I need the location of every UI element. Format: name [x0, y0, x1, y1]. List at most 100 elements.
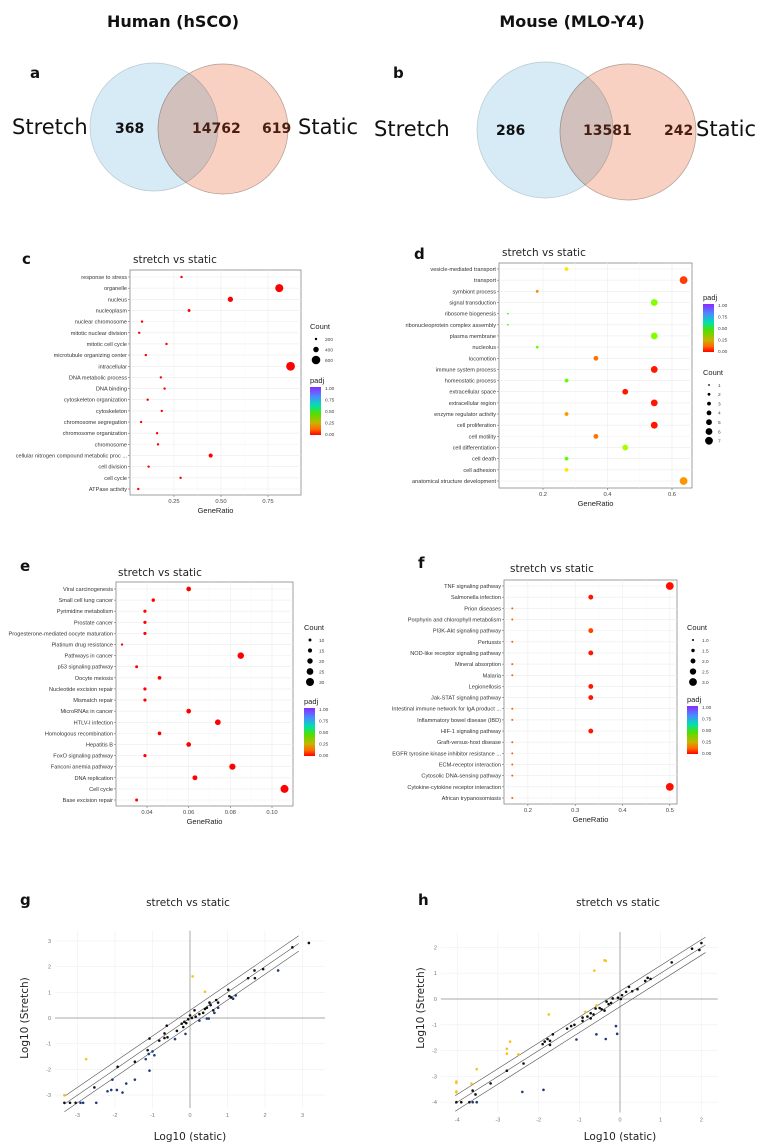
category-label: Intestinal immune network for IgA produc…	[392, 707, 502, 713]
category-label: enzyme regulator activity	[434, 412, 496, 418]
point-unchanged-31	[214, 998, 218, 1002]
x-tick-label: 1	[659, 1118, 662, 1124]
x-tick-label: 0	[188, 1113, 191, 1119]
point-unchanged-45	[700, 941, 703, 945]
padj-legend-label: 0.25	[718, 337, 728, 343]
category-label: Hepatitis B	[86, 742, 113, 748]
point-down-22	[216, 1006, 220, 1010]
point-unchanged-24	[594, 1007, 597, 1010]
venn-set-label-static: Static	[696, 117, 756, 141]
padj-colorbar	[687, 706, 698, 754]
category-label: vesicle-mediated transport	[430, 267, 496, 273]
point-unchanged-19	[581, 1019, 584, 1023]
point-down-18	[198, 1019, 201, 1022]
scatter-panel-g: g stretch vs static -3 -2 -1 0 1 2 3 3 2 1 0 -1 -2 -3 Lo…	[19, 891, 325, 1143]
count-legend-label: 1.0	[702, 638, 709, 644]
point-unchanged-5	[474, 1093, 477, 1096]
chart-title: stretch vs static	[576, 897, 660, 909]
point-unchanged-21	[589, 1011, 592, 1015]
category-label: plasma membrane	[450, 334, 496, 340]
point-up-9	[508, 1040, 512, 1043]
point-unchanged-11	[163, 1032, 166, 1035]
x-tick-label: -4	[455, 1118, 460, 1124]
point-down-2	[475, 1100, 479, 1104]
point-unchanged-7	[146, 1048, 149, 1052]
dot-12	[511, 707, 514, 710]
category-label: African trypanosomiasis	[442, 796, 502, 802]
venn-count-stretch-only: 286	[496, 123, 525, 139]
point-down-23	[231, 997, 235, 1001]
point-unchanged-1	[63, 1101, 66, 1105]
point-up-12	[584, 1010, 587, 1014]
dot-14	[588, 728, 594, 734]
x-tick-label: 0.6	[668, 492, 676, 498]
dot-5	[140, 320, 144, 323]
point-down-2	[81, 1101, 85, 1105]
count-legend-label: 7	[718, 439, 721, 445]
point-unchanged-27	[205, 1006, 209, 1010]
count-legend-label: 2.5	[702, 669, 709, 675]
point-up-4	[455, 1091, 458, 1094]
x-tick-label: 3	[301, 1113, 304, 1119]
padj-legend-label: 0.50	[702, 728, 712, 734]
y-tick-label: -1	[46, 1042, 51, 1048]
count-legend-dot	[311, 355, 321, 365]
category-label: Prostate cancer	[74, 620, 113, 626]
y-tick-label: 1	[434, 971, 437, 977]
point-unchanged-34	[228, 994, 231, 998]
point-down-5	[575, 1038, 578, 1041]
category-label: nuclear chromosome	[75, 320, 127, 326]
point-unchanged-21	[190, 1016, 194, 1020]
dot-14	[564, 412, 569, 416]
dot-10	[588, 683, 594, 689]
category-label: Cytokine-cytokine receptor interaction	[407, 785, 501, 791]
dot-5	[506, 312, 509, 315]
dot-1	[564, 267, 569, 271]
category-label: microtubule organizing center	[54, 353, 128, 359]
category-label: ATPase activity	[89, 487, 127, 493]
dot-9	[511, 674, 514, 677]
y-tick-label: 0	[434, 997, 437, 1003]
point-unchanged-22	[193, 1008, 196, 1012]
point-down-8	[121, 1091, 124, 1094]
category-label: cell cycle	[104, 476, 127, 482]
padj-legend-label: 0.75	[718, 314, 728, 320]
point-unchanged-3	[468, 1100, 471, 1104]
category-label: cellular nitrogen compound metabolic pro…	[16, 454, 128, 460]
x-tick-label: -2	[536, 1118, 541, 1124]
dotplot-panel-e: e stretch vs static 0.04 0.06 0.08 0.10 Viral …	[9, 557, 329, 826]
dot-19	[665, 782, 674, 791]
venn-count-stretch-only: 368	[115, 121, 144, 137]
point-unchanged-20	[586, 1015, 589, 1018]
point-unchanged-2	[68, 1101, 72, 1105]
venn-panel-a: a Stretch Static 368 14762 619	[12, 62, 358, 195]
category-label: Progesterone-mediated oocyte maturation	[9, 631, 113, 637]
point-unchanged-15	[180, 1022, 184, 1025]
dot-2	[588, 594, 594, 600]
dot-7	[165, 342, 168, 346]
point-unchanged-26	[600, 1008, 603, 1011]
x-tick-label: 0.2	[524, 808, 532, 814]
point-up-10	[516, 1053, 520, 1056]
chart-title: stretch vs static	[510, 563, 594, 575]
category-label: mitotic nuclear division	[71, 331, 127, 337]
category-label: Platinum drug resistance	[51, 643, 113, 649]
count-legend-label: 6	[718, 429, 721, 435]
point-down-24	[234, 994, 238, 997]
point-down-4	[542, 1088, 545, 1092]
x-tick-label: 0.25	[168, 499, 179, 505]
dot-18	[564, 456, 569, 461]
dot-20	[511, 797, 514, 799]
point-unchanged-35	[229, 996, 233, 999]
x-axis-label: Log10 (static)	[154, 1131, 226, 1143]
category-label: HIF-1 signaling pathway	[441, 729, 501, 735]
y-tick-label: -1	[432, 1023, 437, 1029]
padj-colorbar	[304, 708, 315, 756]
point-up-13	[593, 969, 596, 972]
panel-letter: b	[393, 64, 404, 82]
dot-16	[143, 753, 147, 758]
padj-legend-label: 0.75	[319, 718, 329, 724]
point-unchanged-9	[541, 1042, 544, 1046]
count-legend-dot	[689, 678, 697, 686]
count-legend-dot	[306, 678, 314, 686]
